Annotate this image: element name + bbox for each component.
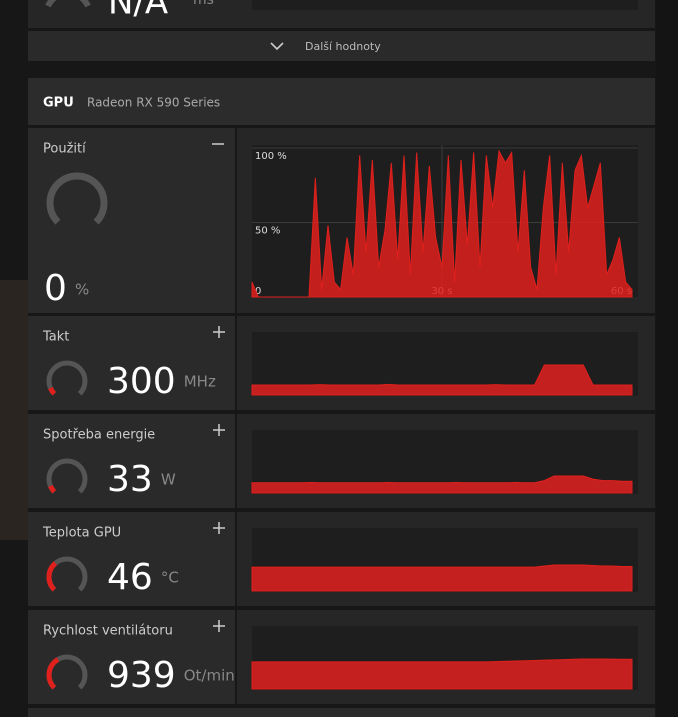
scroll-area bbox=[656, 0, 678, 717]
top-gauge bbox=[45, 0, 91, 8]
usage-title: Použití bbox=[43, 142, 86, 157]
gpu-header bbox=[28, 78, 655, 125]
metric-unit: °C bbox=[161, 569, 179, 587]
more-label[interactable]: Další hodnoty bbox=[305, 40, 381, 53]
metric-value: 46 bbox=[107, 557, 153, 598]
usage-value: 0 bbox=[44, 268, 67, 309]
next-card bbox=[28, 708, 655, 717]
y-tick-label: 50 % bbox=[255, 226, 280, 237]
top-value: N/A bbox=[108, 0, 168, 23]
metric-area bbox=[251, 564, 633, 592]
metric-unit: Ot/min bbox=[184, 667, 235, 685]
x-tick-label: 0 bbox=[255, 286, 261, 297]
metric-title: Takt bbox=[42, 330, 69, 345]
backdrop bbox=[0, 280, 28, 540]
expand-button[interactable] bbox=[213, 326, 225, 338]
gpu-name: Radeon RX 590 Series bbox=[87, 96, 220, 110]
gpu-label: GPU bbox=[43, 96, 74, 111]
metric-title: Spotřeba energie bbox=[43, 428, 155, 443]
metric-unit: MHz bbox=[184, 373, 216, 391]
metric-value: 33 bbox=[107, 459, 153, 500]
metric-unit: W bbox=[161, 471, 176, 489]
metric-title: Teplota GPU bbox=[42, 526, 121, 541]
metric-value: 300 bbox=[107, 361, 176, 402]
metric-value: 939 bbox=[107, 655, 176, 696]
expand-button[interactable] bbox=[213, 424, 225, 436]
metric-title: Rychlost ventilátoru bbox=[43, 624, 173, 639]
usage-panel bbox=[28, 128, 235, 313]
top-unit: ms bbox=[193, 0, 214, 8]
usage-unit: % bbox=[75, 281, 89, 299]
top-chart bbox=[252, 0, 638, 10]
metric-gauge bbox=[46, 458, 88, 494]
metric-gauge-fill bbox=[48, 386, 57, 396]
metric-area bbox=[251, 475, 633, 494]
y-tick-label: 100 % bbox=[255, 151, 287, 162]
expand-button[interactable] bbox=[213, 620, 225, 632]
metric-gauge-fill bbox=[48, 484, 57, 494]
metric-gauge bbox=[46, 360, 88, 396]
metric-gauge-fill bbox=[46, 561, 58, 592]
chevron-icon bbox=[270, 42, 284, 51]
expand-button[interactable] bbox=[213, 522, 225, 534]
usage-area bbox=[251, 149, 633, 298]
usage-gauge bbox=[46, 172, 108, 225]
metric-area bbox=[251, 364, 633, 396]
more-button[interactable] bbox=[28, 31, 655, 61]
metric-gauge-fill bbox=[46, 657, 60, 690]
metric-area bbox=[251, 658, 633, 690]
